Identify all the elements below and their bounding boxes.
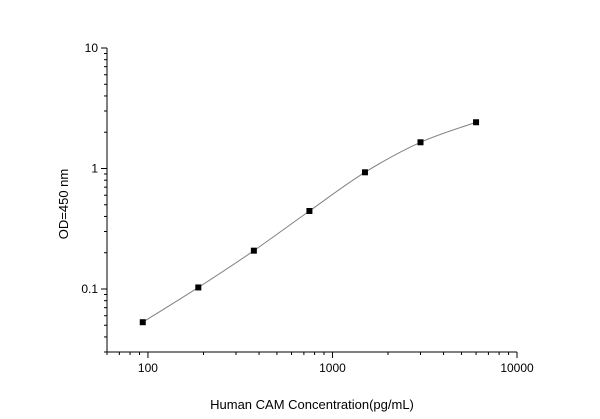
- data-point: [195, 284, 202, 291]
- y-axis-title: OD=450 nm: [56, 169, 71, 239]
- data-point: [417, 139, 424, 146]
- y-tick-label: 1: [91, 161, 98, 175]
- x-tick-label: 10000: [500, 361, 534, 375]
- x-tick-label: 100: [138, 361, 158, 375]
- data-point: [250, 247, 257, 254]
- y-tick-label: 0.1: [81, 282, 98, 296]
- data-point: [139, 319, 146, 326]
- x-axis-title: Human CAM Concentration(pg/mL): [210, 397, 414, 412]
- data-points: [139, 119, 480, 326]
- data-point: [473, 119, 480, 126]
- y-tick-label: 10: [85, 41, 99, 55]
- x-tick-label: 1000: [319, 361, 346, 375]
- fit-curve: [142, 121, 477, 323]
- axes: 100 1000 10000 0.1 1 10: [81, 41, 534, 375]
- data-point: [361, 169, 368, 176]
- data-point: [306, 207, 313, 214]
- fit-curve-group: [142, 121, 477, 323]
